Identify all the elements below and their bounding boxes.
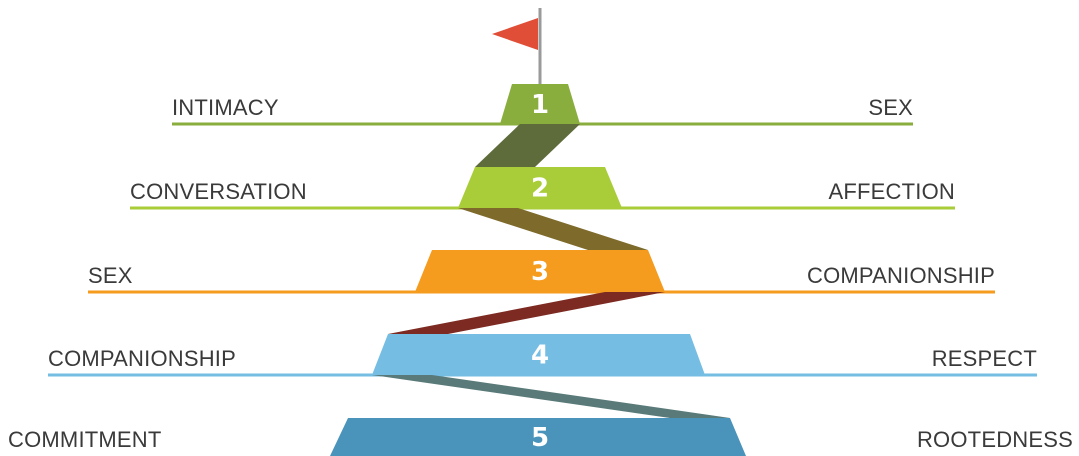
- right-label-2: AFFECTION: [829, 179, 955, 204]
- connector-band-1: [475, 124, 580, 167]
- step-number-5: 5: [531, 423, 549, 453]
- level-labels: INTIMACY SEX CONVERSATION AFFECTION SEX COMPA…: [8, 95, 1073, 452]
- step-5: [330, 418, 746, 456]
- left-label-1: INTIMACY: [172, 95, 279, 120]
- zigzag-connectors: [372, 124, 730, 418]
- step-2: [458, 167, 622, 208]
- right-label-5: ROOTEDNESS: [917, 427, 1073, 452]
- step-number-3: 3: [531, 257, 549, 287]
- connector-band-4: [372, 375, 730, 418]
- summit-flag: [492, 8, 542, 84]
- step-number-4: 4: [531, 341, 549, 371]
- connector-band-3: [388, 292, 665, 334]
- left-label-4: COMPANIONSHIP: [48, 346, 236, 371]
- step-number-1: 1: [531, 90, 549, 120]
- pyramid-steps: 1 2 3 4 5: [330, 84, 746, 456]
- left-label-5: COMMITMENT: [8, 427, 162, 452]
- step-number-2: 2: [531, 174, 549, 204]
- step-3: [415, 250, 665, 292]
- flag-icon: [492, 18, 538, 50]
- step-4: [372, 334, 705, 375]
- connector-band-2: [458, 208, 648, 250]
- right-label-4: RESPECT: [932, 346, 1037, 371]
- right-label-3: COMPANIONSHIP: [807, 263, 995, 288]
- left-label-2: CONVERSATION: [130, 179, 307, 204]
- right-label-1: SEX: [868, 95, 913, 120]
- step-1: [500, 84, 580, 124]
- left-label-3: SEX: [88, 263, 133, 288]
